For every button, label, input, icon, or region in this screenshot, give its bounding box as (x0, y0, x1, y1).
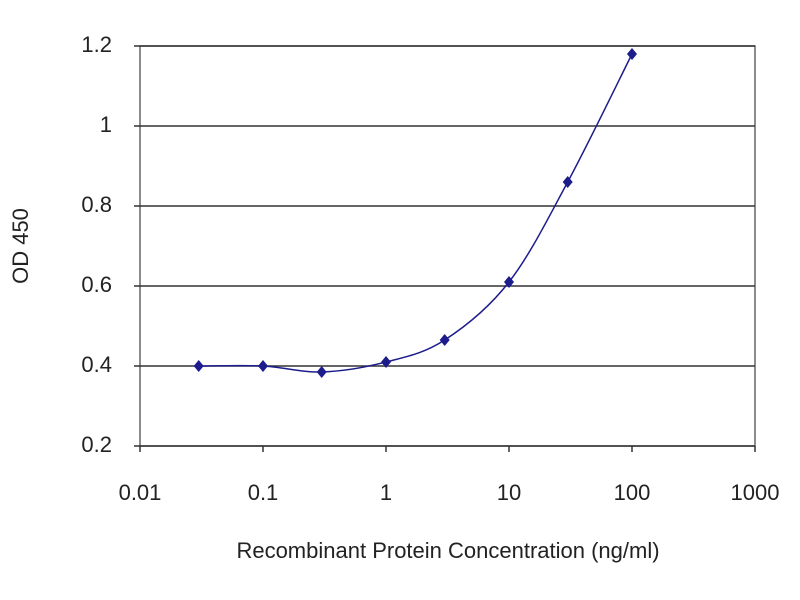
data-point (258, 360, 268, 372)
x-tick-label: 0.01 (119, 480, 162, 505)
data-point (439, 334, 450, 346)
data-point (381, 356, 391, 368)
x-tick-label: 1 (380, 480, 392, 505)
x-tick-label: 1000 (731, 480, 780, 505)
x-tick-label: 100 (614, 480, 651, 505)
y-axis-label: OD 450 (8, 208, 33, 284)
x-tick-label: 0.1 (248, 480, 279, 505)
data-point (562, 176, 573, 188)
plot-frame (139, 45, 756, 447)
x-tick-label: 10 (497, 480, 521, 505)
data-point (627, 48, 637, 60)
data-point (504, 276, 514, 288)
x-axis-label: Recombinant Protein Concentration (ng/ml… (236, 538, 659, 563)
y-tick-label: 0.2 (81, 432, 112, 457)
y-tick-label: 1.2 (81, 32, 112, 57)
fit-line (198, 53, 633, 373)
y-tick-label: 0.6 (81, 272, 112, 297)
y-tick-label: 1 (100, 112, 112, 137)
y-tick-label: 0.4 (81, 352, 112, 377)
data-point (193, 360, 204, 372)
y-tick-label: 0.8 (81, 192, 112, 217)
data-point (316, 366, 327, 378)
